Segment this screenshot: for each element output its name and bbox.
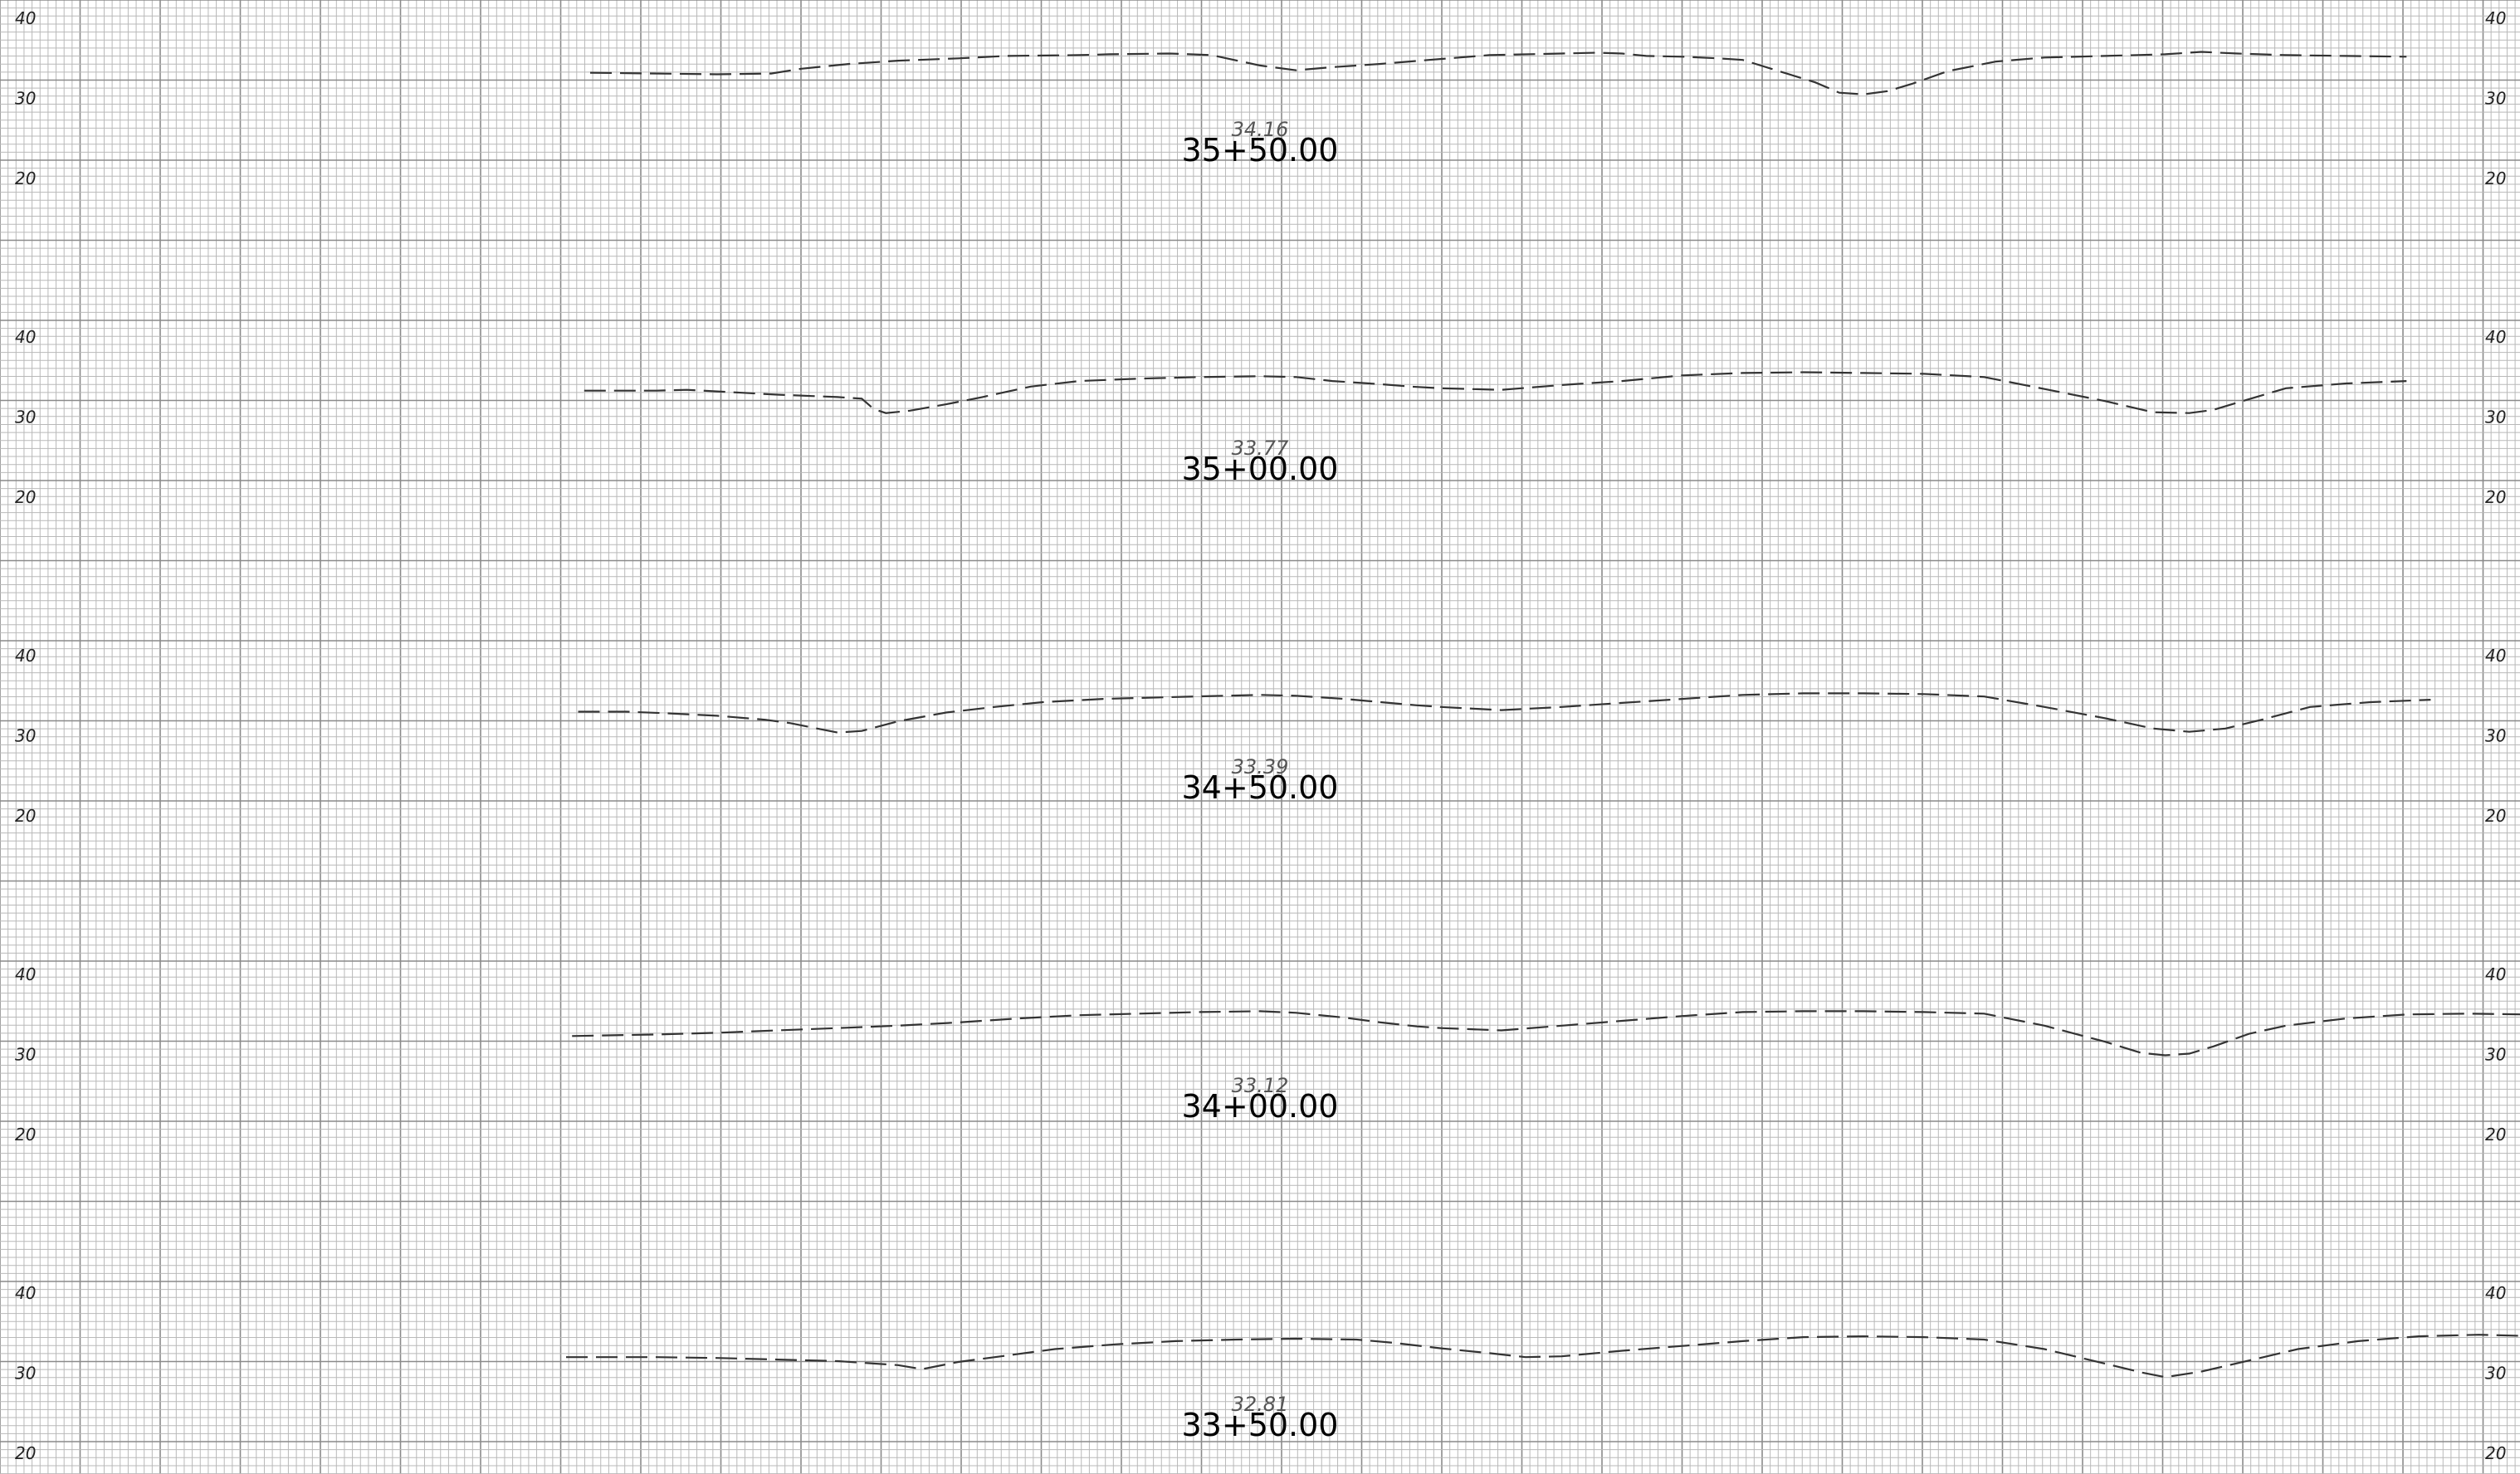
elevation-label-left: 30 — [15, 726, 36, 746]
elevation-label-right: 40 — [2485, 646, 2506, 666]
centerline-elevation: 33.77 — [1232, 437, 1289, 460]
existing-ground-line — [566, 1334, 2520, 1379]
elevation-label-left: 40 — [15, 327, 36, 347]
elevation-label-right: 30 — [2485, 1045, 2506, 1065]
existing-ground-line — [589, 51, 2407, 95]
elevation-label-right: 20 — [2485, 1125, 2506, 1145]
elevation-label-right: 30 — [2485, 408, 2506, 427]
centerline-elevation: 33.12 — [1232, 1074, 1289, 1097]
existing-ground-line — [572, 1010, 2520, 1057]
elevation-label-right: 20 — [2485, 168, 2506, 188]
elevation-label-left: 20 — [15, 1443, 36, 1463]
elevation-label-right: 40 — [2485, 327, 2506, 347]
elevation-label-right: 40 — [2485, 8, 2506, 28]
elevation-label-left: 40 — [15, 8, 36, 28]
centerline-elevation: 34.16 — [1232, 118, 1289, 141]
existing-ground-line — [578, 692, 2431, 734]
elevation-label-right: 20 — [2485, 487, 2506, 507]
elevation-label-left: 30 — [15, 1045, 36, 1065]
elevation-label-left: 20 — [15, 168, 36, 188]
elevation-label-right: 30 — [2485, 1364, 2506, 1384]
existing-ground-line — [584, 371, 2407, 414]
elevation-label-right: 20 — [2485, 1443, 2506, 1463]
station-label: 35+50.00 — [1182, 132, 1339, 168]
elevation-label-left: 30 — [15, 408, 36, 427]
elevation-label-left: 40 — [15, 646, 36, 666]
elevation-label-left: 20 — [15, 806, 36, 826]
elevation-label-right: 20 — [2485, 806, 2506, 826]
elevation-label-left: 20 — [15, 487, 36, 507]
elevation-label-right: 30 — [2485, 89, 2506, 109]
elevation-label-right: 30 — [2485, 726, 2506, 746]
station-label: 34+00.00 — [1182, 1088, 1339, 1125]
elevation-label-right: 40 — [2485, 1283, 2506, 1303]
elevation-label-left: 20 — [15, 1125, 36, 1145]
elevation-label-left: 30 — [15, 1364, 36, 1384]
station-label: 34+50.00 — [1182, 769, 1339, 806]
centerline-elevation: 33.39 — [1232, 755, 1289, 778]
elevation-label-left: 40 — [15, 1283, 36, 1303]
centerline-elevation: 32.81 — [1232, 1393, 1289, 1416]
elevation-label-left: 40 — [15, 964, 36, 984]
elevation-label-right: 40 — [2485, 964, 2506, 984]
elevation-label-left: 30 — [15, 89, 36, 109]
station-label: 33+50.00 — [1182, 1407, 1339, 1443]
station-label: 35+00.00 — [1182, 451, 1339, 487]
